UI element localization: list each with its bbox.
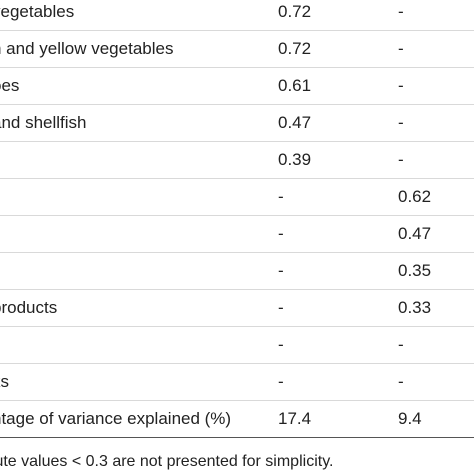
row-value-factor-1: 0.72 xyxy=(278,2,312,21)
row-value-factor-1: - xyxy=(278,298,284,317)
row-value-factor-1: - xyxy=(278,224,284,243)
row-value-factor-2: - xyxy=(398,113,404,132)
table-row: oes 0.61 - xyxy=(0,68,474,105)
table-row: and shellfish 0.47 - xyxy=(0,105,474,142)
table-row: s - 0.35 xyxy=(0,253,474,290)
table-row: vegetables 0.72 - xyxy=(0,0,474,31)
table-row: s 0.39 - xyxy=(0,142,474,179)
table-row: - 0.47 xyxy=(0,216,474,253)
row-label: s xyxy=(0,142,1,178)
row-value-factor-2: - xyxy=(398,372,404,391)
row-value-factor-2: - xyxy=(398,2,404,21)
row-label: ks xyxy=(0,372,9,391)
table-footnote: olute values < 0.3 are not presented for… xyxy=(0,453,334,470)
row-value-factor-1: - xyxy=(278,261,284,280)
table-row: - 0.62 xyxy=(0,179,474,216)
row-value-factor-1: 17.4 xyxy=(278,409,312,428)
row-value-factor-2: - xyxy=(398,39,404,58)
row-label: s xyxy=(0,253,1,289)
row-value-factor-2: 0.35 xyxy=(398,261,432,280)
row-value-factor-1: 0.61 xyxy=(278,76,312,95)
row-label: n and yellow vegetables xyxy=(0,39,174,58)
row-value-factor-1: - xyxy=(278,335,284,354)
row-value-factor-1: 0.39 xyxy=(278,150,312,169)
row-value-factor-2: - xyxy=(398,335,404,354)
row-label: s xyxy=(0,327,1,363)
row-value-factor-2: 0.33 xyxy=(398,298,432,317)
row-value-factor-2: 0.62 xyxy=(398,187,432,206)
table-row: ks - - xyxy=(0,364,474,401)
row-label: and shellfish xyxy=(0,113,87,132)
row-value-factor-1: 0.47 xyxy=(278,113,312,132)
row-label: vegetables xyxy=(0,2,75,21)
row-value-factor-2: - xyxy=(398,150,404,169)
row-value-factor-1: - xyxy=(278,187,284,206)
table-row: s - - xyxy=(0,327,474,364)
row-value-factor-1: - xyxy=(278,372,284,391)
row-value-factor-1: 0.72 xyxy=(278,39,312,58)
table-row: n and yellow vegetables 0.72 - xyxy=(0,31,474,68)
row-value-factor-2: 9.4 xyxy=(398,409,422,428)
row-value-factor-2: - xyxy=(398,76,404,95)
row-value-factor-2: 0.47 xyxy=(398,224,432,243)
row-label: products xyxy=(0,298,58,317)
row-label: oes xyxy=(0,76,20,95)
row-label: ntage of variance explained (%) xyxy=(0,409,232,428)
table-row: products - 0.33 xyxy=(0,290,474,327)
variance-explained-row: ntage of variance explained (%) 17.4 9.4 xyxy=(0,401,474,438)
